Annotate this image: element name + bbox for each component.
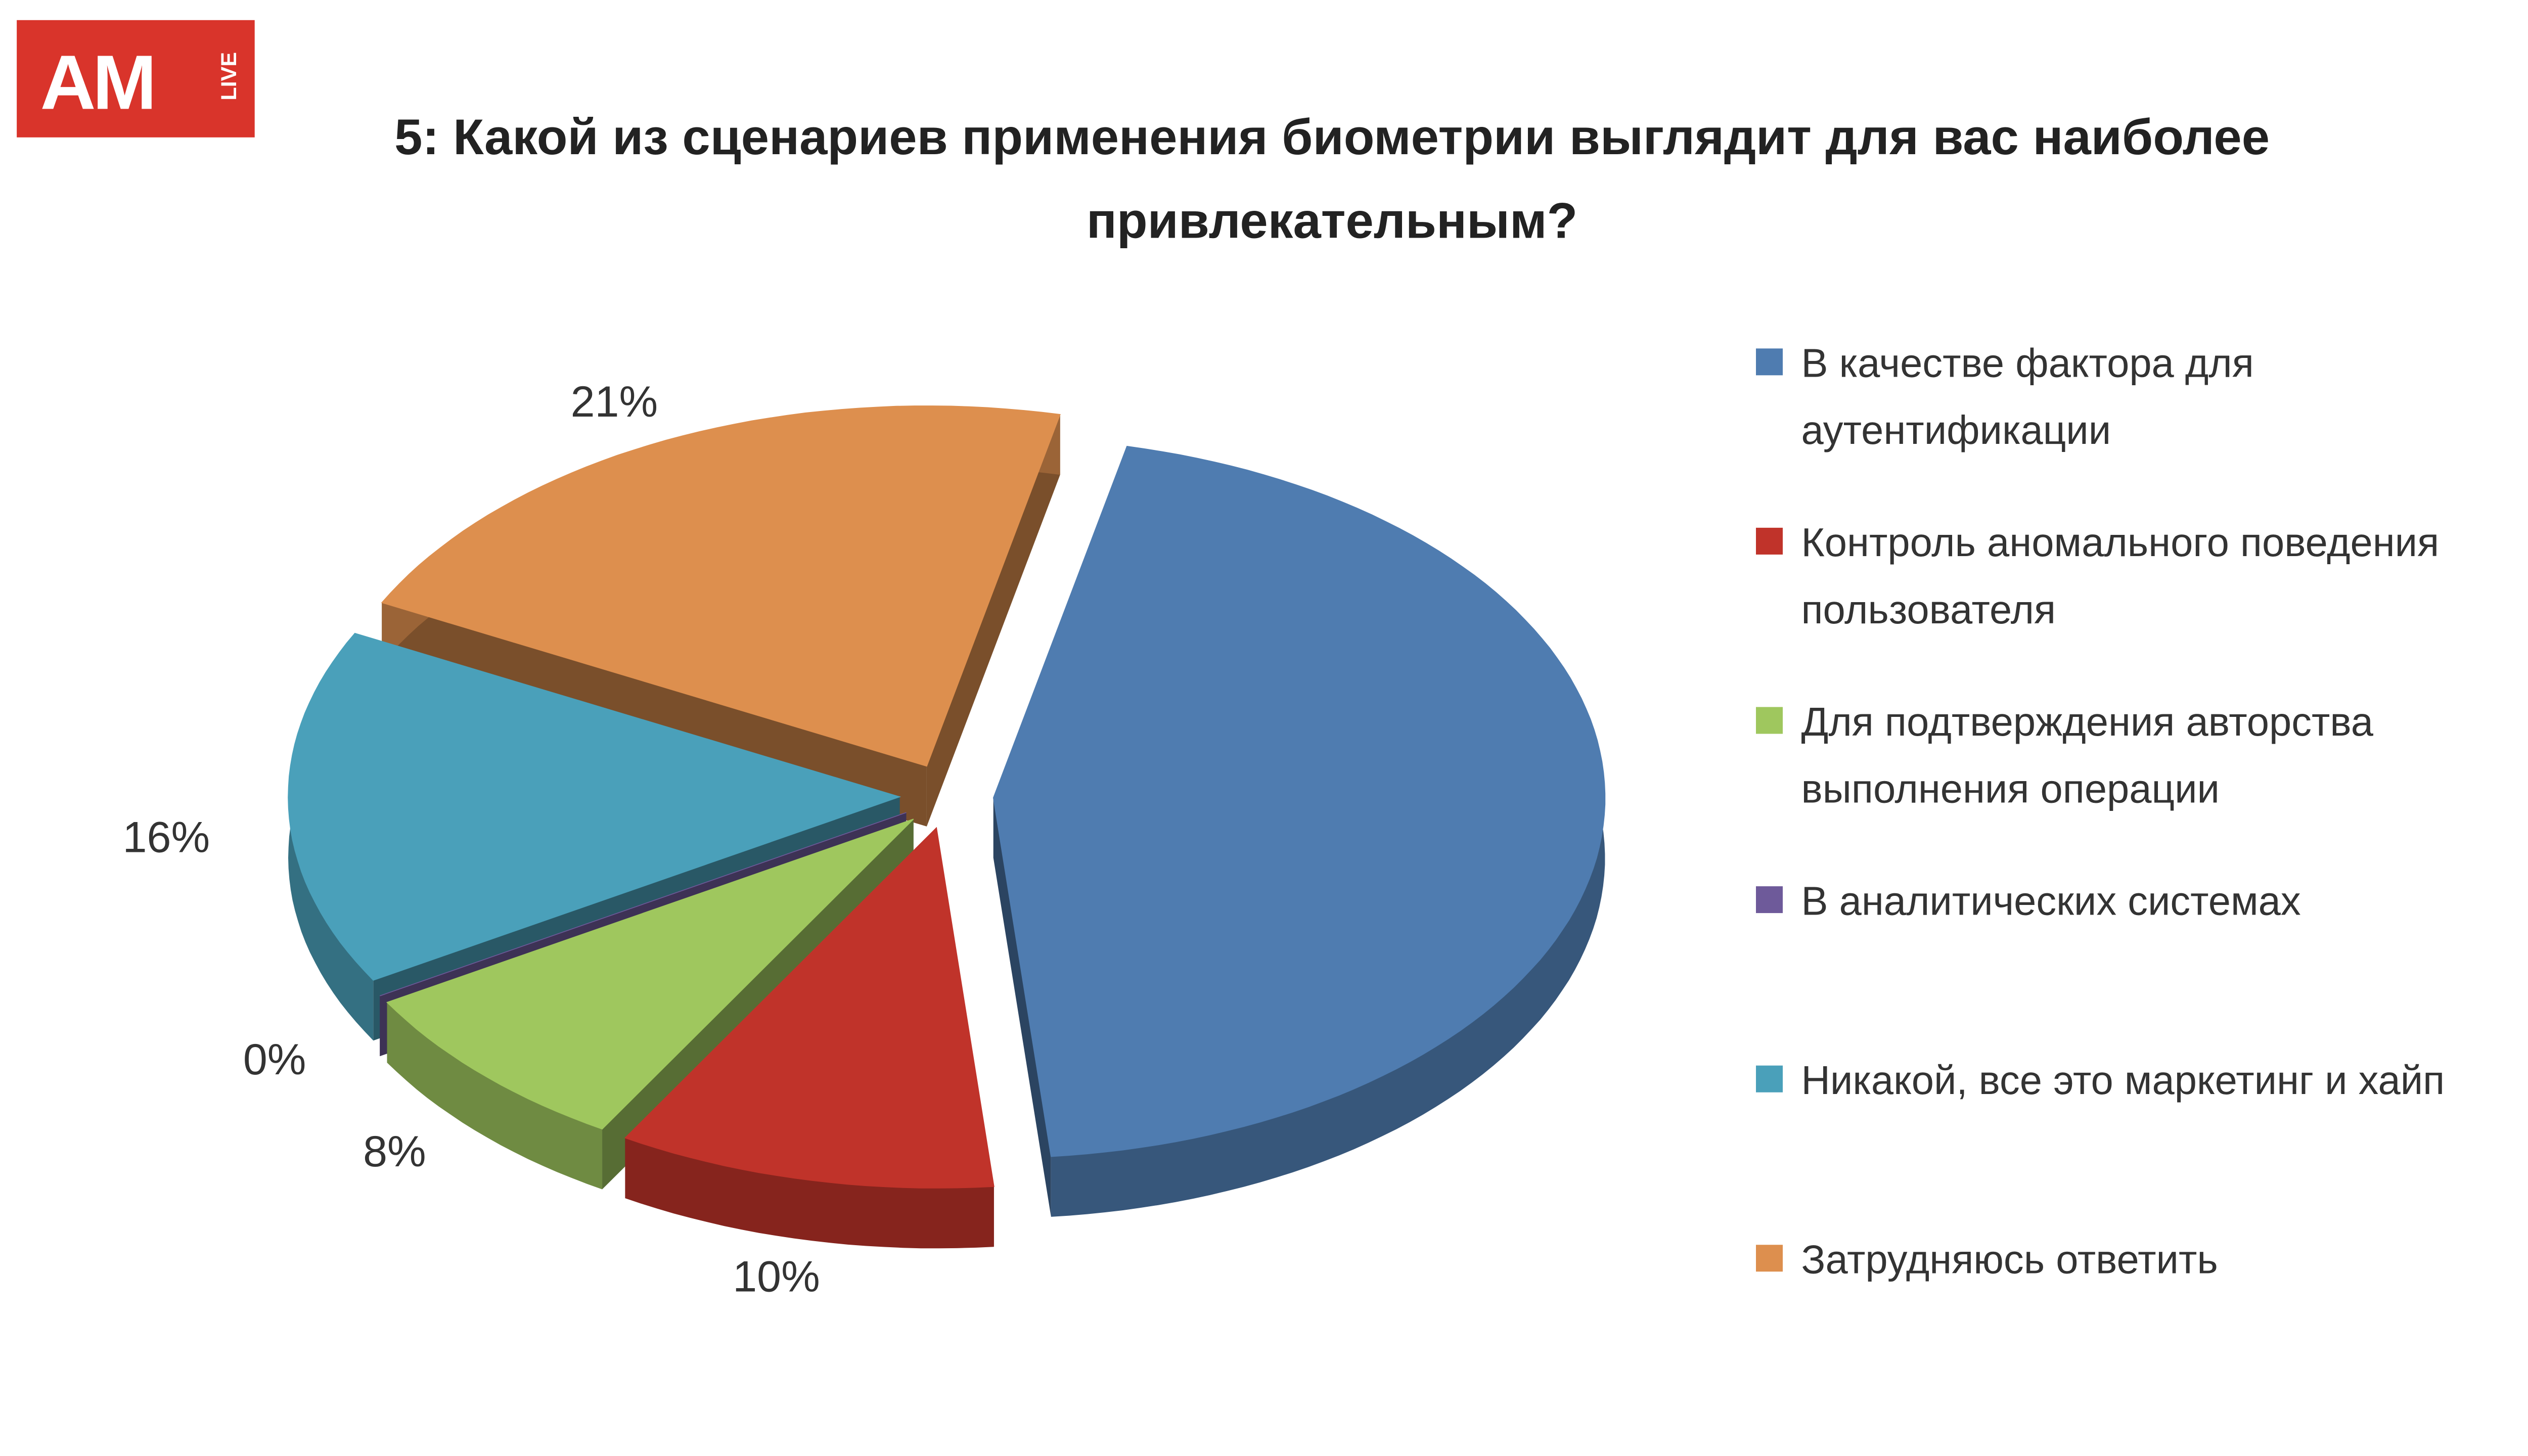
slice-top (992, 445, 1606, 1157)
slice-top (386, 818, 914, 1130)
legend-swatch (1755, 886, 1783, 914)
legend-item: В качестве фактора для аутентификации (1751, 332, 2528, 511)
slice-side (387, 1002, 603, 1190)
pie-slice (624, 827, 995, 1249)
legend-label: Затрудняюсь ответить (1801, 1238, 2218, 1284)
data-label: 16% (123, 813, 210, 861)
legend: В качестве фактора для аутентификации Кон… (1751, 332, 2528, 1407)
pie-slice (992, 445, 1606, 1217)
chart-title: 5: Какой из сценариев применения биометр… (394, 110, 2270, 250)
slice-wall (926, 414, 1060, 827)
legend-item: Для подтверждения авторства выполнения о… (1751, 690, 2528, 870)
pie-chart: 45%10%8%0%16%21% (123, 378, 1606, 1301)
legend-item: Контроль аномального поведения пользоват… (1751, 511, 2528, 691)
legend-item: Никакой, все это маркетинг и хайп (1751, 1049, 2528, 1228)
slice-wall (993, 798, 1051, 1217)
legend-item: Затрудняюсь ответить (1751, 1228, 2528, 1407)
legend-swatch (1755, 1065, 1783, 1093)
legend-swatch (1755, 348, 1783, 376)
slice-top (381, 405, 1061, 767)
slice-top (624, 827, 995, 1189)
logo: AM LIVE (17, 20, 255, 138)
logo-text: AM (40, 38, 157, 126)
data-label: 8% (363, 1127, 426, 1176)
legend-label: В аналитических системах (1801, 879, 2301, 925)
legend-label: Для подтверждения авторства выполнения о… (1801, 700, 2374, 813)
legend-label: В качестве фактора для аутентификации (1801, 342, 2254, 454)
legend-swatch (1755, 527, 1783, 555)
slice-top (288, 632, 901, 981)
legend-swatch (1755, 1245, 1783, 1272)
legend-label: Никакой, все это маркетинг и хайп (1801, 1059, 2445, 1104)
legend-label: Контроль аномального поведения пользоват… (1801, 521, 2440, 633)
data-label: 0% (243, 1035, 306, 1084)
slice-top (379, 812, 907, 996)
legend-item: В аналитических системах (1751, 870, 2528, 1049)
data-label: 10% (733, 1252, 820, 1301)
legend-swatch (1755, 707, 1783, 734)
slice-side (625, 1138, 994, 1249)
data-label: 21% (571, 378, 658, 426)
